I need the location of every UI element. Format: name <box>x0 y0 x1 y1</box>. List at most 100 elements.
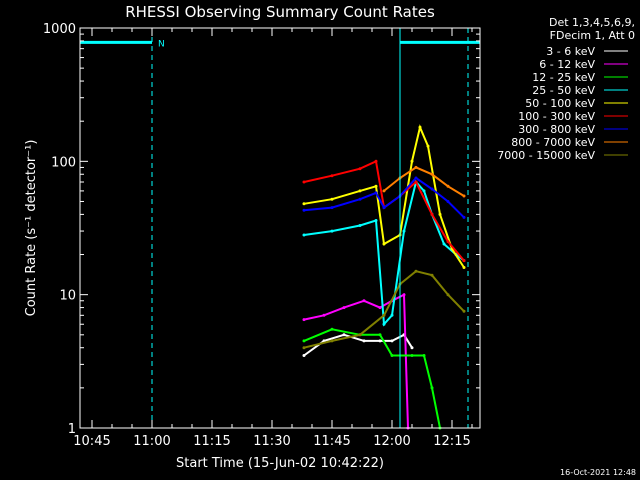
data-point <box>358 197 362 201</box>
y-tick-label: 10 <box>59 289 76 304</box>
chart-title: RHESSI Observing Summary Count Rates <box>125 3 435 21</box>
data-point <box>302 180 306 184</box>
series-line-1 <box>303 293 409 429</box>
data-point <box>378 306 382 310</box>
data-point <box>342 333 346 337</box>
data-point <box>374 191 378 195</box>
series-line-2 <box>303 328 441 429</box>
data-point <box>374 159 378 163</box>
data-point <box>414 269 418 273</box>
data-point <box>358 167 362 171</box>
data-point <box>382 242 386 246</box>
legend-label: 50 - 100 keV <box>525 97 595 110</box>
data-point <box>330 197 334 201</box>
data-point <box>430 187 434 191</box>
data-point <box>322 313 326 317</box>
data-point <box>390 354 394 357</box>
data-point <box>446 240 450 244</box>
data-point <box>430 172 434 176</box>
data-point <box>382 313 386 317</box>
data-point <box>430 273 434 277</box>
data-point <box>302 208 306 212</box>
x-tick-label: 11:00 <box>133 434 170 449</box>
x-tick-label: 12:00 <box>373 434 410 449</box>
x-tick-label: 10:45 <box>73 434 110 449</box>
data-point <box>442 242 446 246</box>
legend-label: 6 - 12 keV <box>539 58 595 71</box>
data-point <box>462 266 466 269</box>
legend-label: 12 - 25 keV <box>532 71 595 84</box>
data-point <box>382 322 386 326</box>
data-point <box>402 229 406 233</box>
data-point <box>410 354 414 357</box>
data-point <box>446 293 450 297</box>
legend-label: 800 - 7000 keV <box>511 136 595 149</box>
data-point <box>414 180 418 184</box>
data-point <box>390 313 394 317</box>
data-point <box>410 346 414 350</box>
data-point <box>414 176 418 180</box>
data-point <box>430 386 434 390</box>
data-point <box>302 233 306 237</box>
series-line-0 <box>303 333 413 357</box>
series-line-6 <box>303 176 465 219</box>
legend-label: 3 - 6 keV <box>546 45 595 58</box>
data-point <box>330 229 334 233</box>
data-point <box>382 206 386 210</box>
series-line-7 <box>383 166 465 197</box>
data-point <box>430 212 434 216</box>
x-tick-label: 11:30 <box>253 434 290 449</box>
legend-label: 100 - 300 keV <box>518 110 595 123</box>
footer-timestamp: 16-Oct-2021 12:48 <box>560 468 636 477</box>
data-point <box>446 200 450 203</box>
data-point <box>402 293 406 297</box>
data-point <box>422 189 426 193</box>
y-tick-label: 1 <box>68 422 76 437</box>
data-point <box>414 165 418 169</box>
data-point <box>446 184 450 188</box>
flag-label: N <box>158 39 165 49</box>
data-point <box>438 212 442 216</box>
data-point <box>390 339 394 343</box>
data-point <box>362 299 366 303</box>
data-point <box>462 309 466 313</box>
legend-header-line-1: Det 1,3,4,5,6,9, <box>549 16 635 29</box>
x-tick-label: 11:15 <box>193 434 230 449</box>
data-point <box>330 206 334 210</box>
series-line-4 <box>303 124 465 269</box>
y-axis-label: Count Rate (s⁻¹ detector⁻¹) <box>24 140 39 317</box>
data-point <box>330 327 334 331</box>
y-tick-label: 1000 <box>43 22 76 37</box>
data-point <box>302 318 306 322</box>
data-point <box>302 346 306 350</box>
data-point <box>302 339 306 343</box>
data-point <box>374 219 378 222</box>
data-point <box>358 224 362 227</box>
data-point <box>462 194 466 198</box>
legend-label: 7000 - 15000 keV <box>497 149 595 162</box>
data-point <box>422 354 426 357</box>
data-point <box>358 333 362 337</box>
data-point <box>462 259 466 263</box>
x-tick-label: 12:15 <box>433 434 470 449</box>
data-point <box>358 189 362 193</box>
data-point <box>378 333 382 337</box>
series-line-8 <box>303 270 465 349</box>
data-point <box>410 159 414 163</box>
x-tick-label: 11:45 <box>313 434 350 449</box>
data-point <box>330 174 334 178</box>
data-point <box>382 189 386 193</box>
data-point <box>426 144 430 148</box>
data-point <box>302 354 306 357</box>
data-point <box>330 339 334 343</box>
data-point <box>302 202 306 206</box>
legend-label: 25 - 50 keV <box>532 84 595 97</box>
plot-frame <box>79 27 481 429</box>
legend-label: 300 - 800 keV <box>518 123 595 136</box>
data-point <box>418 125 422 129</box>
legend-header-line-2: FDecim 1, Att 0 <box>550 29 635 42</box>
data-point <box>342 306 346 310</box>
data-point <box>362 339 366 343</box>
y-tick-label: 100 <box>51 155 76 170</box>
